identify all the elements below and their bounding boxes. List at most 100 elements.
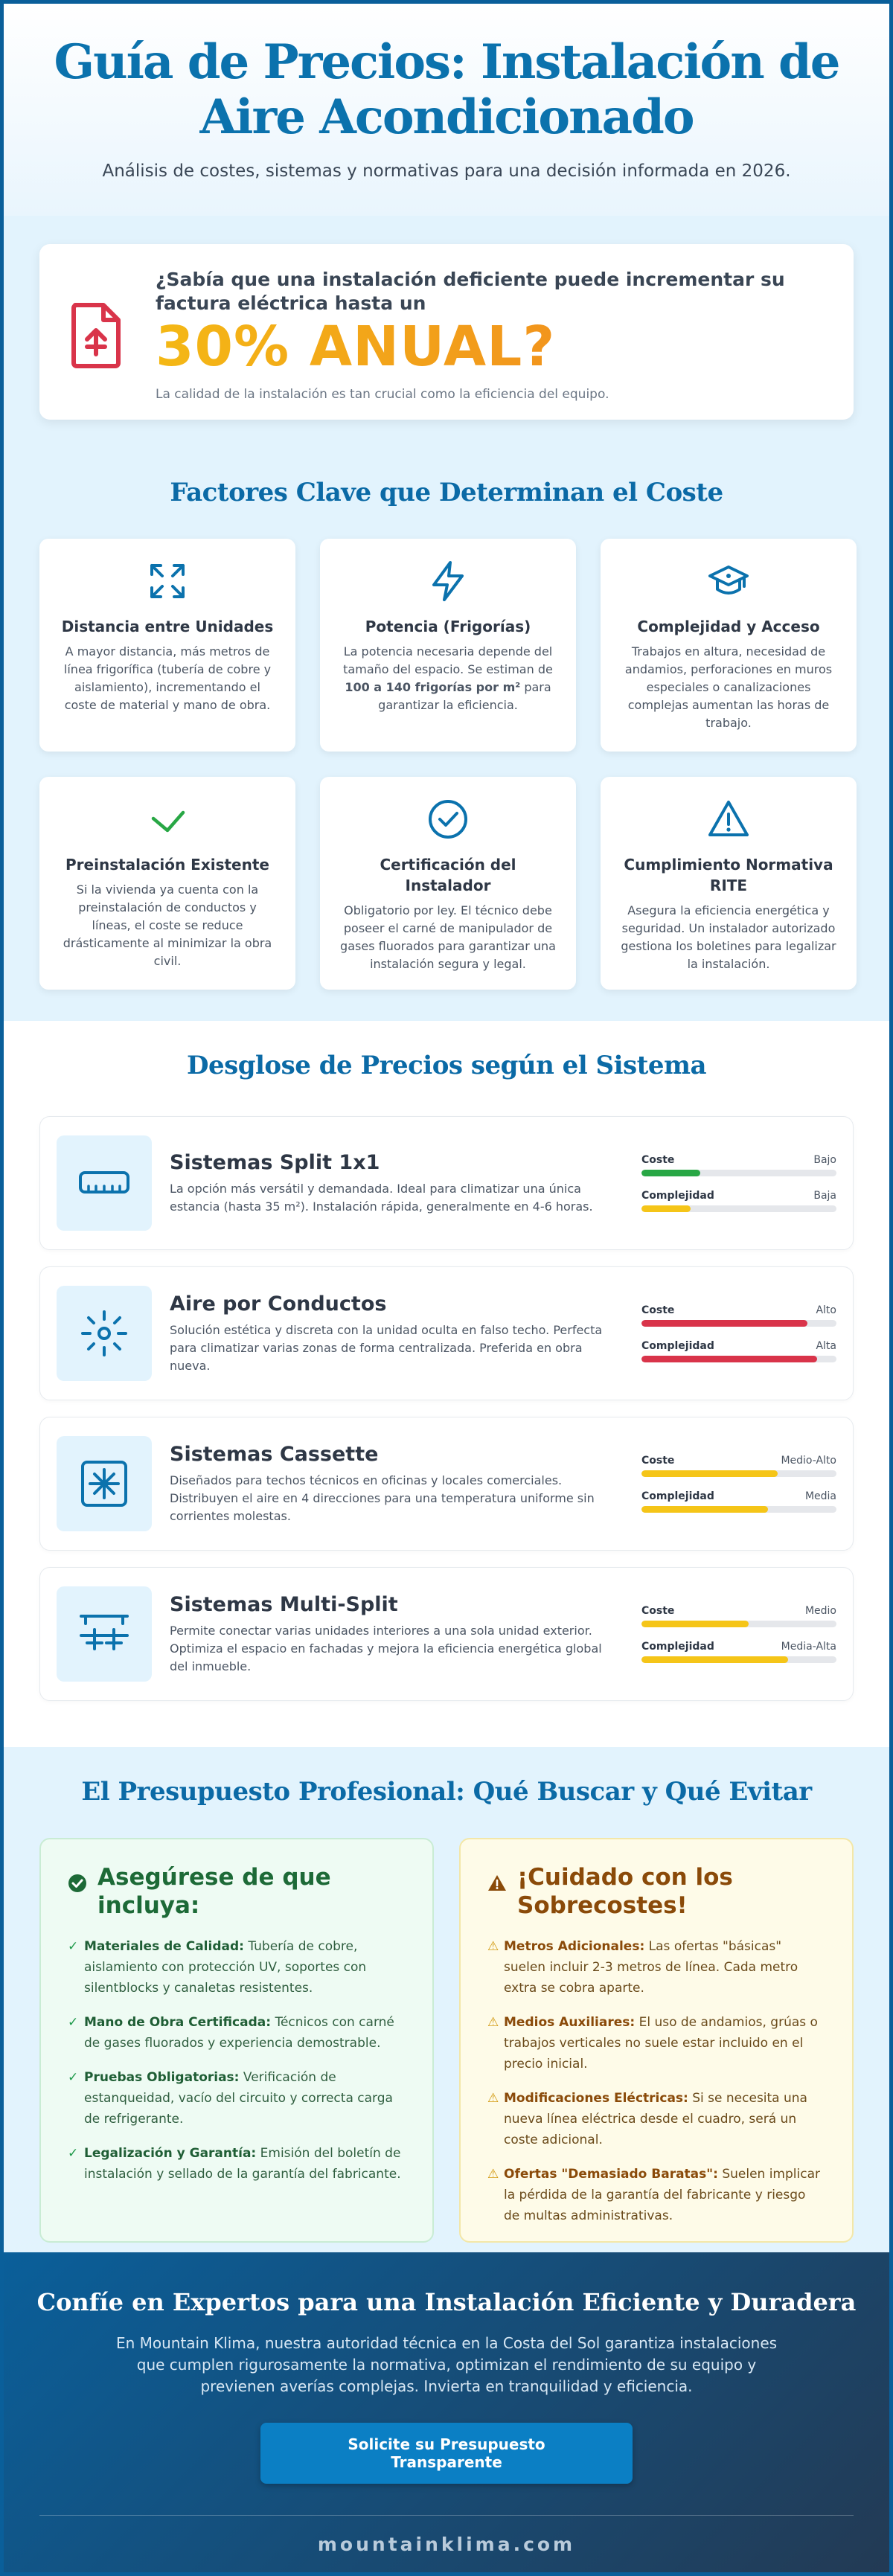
system-icon-box bbox=[57, 1286, 152, 1381]
complexity-track bbox=[641, 1205, 836, 1212]
list-item-bold: Pruebas Obligatorias: bbox=[84, 2070, 240, 2085]
cost-meter: Coste Alto bbox=[641, 1304, 836, 1327]
footer-title: Confíe en Expertos para una Instalación … bbox=[36, 2288, 857, 2316]
factor-card-distance: Distancia entre Unidades A mayor distanc… bbox=[39, 539, 295, 752]
complexity-value: Alta bbox=[816, 1340, 836, 1352]
check-icon: ✓ bbox=[68, 1939, 79, 1954]
list-item-bold: Medios Auxiliares: bbox=[504, 2015, 636, 2030]
cost-meter: Coste Medio bbox=[641, 1605, 836, 1627]
list-item: ✓ Materiales de Calidad: Tubería de cobre… bbox=[68, 1936, 406, 1999]
include-list: ✓ Materiales de Calidad: Tubería de cobre… bbox=[68, 1936, 406, 2185]
complexity-value: Baja bbox=[813, 1190, 836, 1202]
avoid-title: ¡Cuidado con los Sobrecostes! bbox=[517, 1864, 733, 1919]
cost-value: Bajo bbox=[813, 1154, 836, 1166]
list-item-bold: Materiales de Calidad: bbox=[84, 1939, 244, 1954]
list-item-bold: Legalización y Garantía: bbox=[84, 2146, 257, 2161]
factor-text-part: para garantizar la eficiencia. bbox=[378, 680, 551, 712]
systems-section: Desglose de Precios según el Sistema Sis… bbox=[4, 1021, 889, 1747]
factor-text: Trabajos en altura, necesidad de andamio… bbox=[624, 644, 833, 730]
system-name: Sistemas Cassette bbox=[170, 1442, 379, 1466]
system-body: Sistemas Split 1x1 La opción más versáti… bbox=[170, 1151, 616, 1216]
cost-meter: Coste Medio-Alto bbox=[641, 1455, 836, 1477]
stat-note: La calidad de la instalación es tan cruc… bbox=[156, 387, 609, 402]
footer-text: En Mountain Klima, nuestra autoridad téc… bbox=[115, 2334, 778, 2395]
cost-fill bbox=[641, 1320, 807, 1327]
factor-card-preinstall: Preinstalación Existente Si la vivienda … bbox=[39, 777, 295, 990]
factor-text: Asegura la eficiencia energética y segur… bbox=[621, 903, 836, 971]
list-item: ✓ Mano de Obra Certificada: Técnicos con … bbox=[68, 2012, 406, 2054]
cost-fill bbox=[641, 1170, 700, 1176]
list-item: ⚠ Metros Adicionales: Las ofertas "básica… bbox=[487, 1936, 825, 1999]
cost-label: Coste bbox=[641, 1154, 675, 1166]
cost-meter: Coste Bajo bbox=[641, 1154, 836, 1176]
warning-triangle-icon bbox=[708, 801, 749, 836]
system-card-multisplit: Sistemas Multi-Split Permite conectar va… bbox=[39, 1567, 854, 1701]
factor-title: Potencia (Frigorías) bbox=[365, 618, 531, 635]
list-item-body: Técnicos con carné de gases fluorados y … bbox=[84, 2015, 394, 2051]
complexity-fill bbox=[641, 1205, 691, 1212]
cost-track bbox=[641, 1470, 836, 1477]
system-icon-box bbox=[57, 1135, 152, 1231]
complexity-meter: Complejidad Baja bbox=[641, 1190, 836, 1212]
system-name: Sistemas Split 1x1 bbox=[170, 1150, 380, 1174]
system-name: Sistemas Multi-Split bbox=[170, 1592, 398, 1616]
factor-card-rite: Cumplimiento Normativa RITE Asegura la e… bbox=[601, 777, 857, 990]
list-item-body: Si se necesita una nueva línea eléctrica… bbox=[504, 2091, 807, 2147]
cost-track bbox=[641, 1621, 836, 1627]
cost-fill bbox=[641, 1621, 749, 1627]
stat-card: ¿Sabía que una instalación deficiente pu… bbox=[39, 244, 854, 420]
avoid-header: ¡Cuidado con los Sobrecostes! bbox=[487, 1863, 825, 1920]
budget-columns: Asegúrese de que incluya: ✓ Materiales de… bbox=[39, 1838, 854, 2243]
list-item-text: Ofertas "Demasiado Baratas": Suelen impl… bbox=[504, 2164, 825, 2226]
stat-highlight: 30% ANUAL? bbox=[156, 315, 824, 378]
complexity-fill bbox=[641, 1506, 769, 1513]
system-meters: Coste Bajo Complejidad Baja bbox=[641, 1154, 836, 1212]
expand-arrows-icon bbox=[150, 564, 185, 598]
factor-title: Complejidad y Acceso bbox=[637, 618, 820, 635]
complexity-fill bbox=[641, 1656, 788, 1663]
list-item-body: Verificación de estanqueidad, vacío del … bbox=[84, 2070, 393, 2127]
stat-and-factors-section: ¿Sabía que una instalación deficiente pu… bbox=[4, 216, 889, 1021]
factor-text-part: La potencia necesaria depende del tamaño… bbox=[343, 644, 553, 676]
factor-card-complexity: Complejidad y Acceso Trabajos en altura,… bbox=[601, 539, 857, 752]
stat-question: ¿Sabía que una instalación deficiente pu… bbox=[156, 269, 785, 314]
list-item-text: Medios Auxiliares: El uso de andamios, g… bbox=[504, 2012, 825, 2074]
list-item: ✓ Pruebas Obligatorias: Verificación de e… bbox=[68, 2067, 406, 2130]
warning-icon: ⚠ bbox=[487, 2167, 499, 2182]
factor-text: La potencia necesaria depende del tamaño… bbox=[338, 643, 558, 714]
budget-section: El Presupuesto Profesional: Qué Buscar y… bbox=[4, 1747, 889, 2283]
complexity-label: Complejidad bbox=[641, 1641, 714, 1653]
system-meters: Coste Medio Complejidad Media-Alta bbox=[641, 1605, 836, 1663]
graduation-cap-icon bbox=[708, 565, 749, 595]
cost-value: Medio-Alto bbox=[781, 1455, 836, 1467]
list-item: ⚠ Modificaciones Eléctricas: Si se necesi… bbox=[487, 2088, 825, 2150]
list-item-body: Tubería de cobre, aislamiento con protec… bbox=[84, 1939, 367, 1996]
system-body: Aire por Conductos Solución estética y d… bbox=[170, 1292, 616, 1375]
list-item: ⚠ Ofertas "Demasiado Baratas": Suelen imp… bbox=[487, 2164, 825, 2226]
ducted-air-icon bbox=[81, 1310, 127, 1356]
cost-track bbox=[641, 1320, 836, 1327]
list-item: ⚠ Medios Auxiliares: El uso de andamios, … bbox=[487, 2012, 825, 2074]
cost-fill bbox=[641, 1470, 778, 1477]
budget-title: El Presupuesto Profesional: Qué Buscar y… bbox=[81, 1777, 812, 1807]
document-upload-icon bbox=[71, 303, 121, 368]
warning-icon: ⚠ bbox=[487, 2091, 499, 2106]
cost-track bbox=[641, 1170, 836, 1176]
list-item-bold: Mano de Obra Certificada: bbox=[84, 2015, 272, 2030]
factor-text-bold: 100 a 140 frigorías por m² bbox=[345, 680, 521, 694]
list-item-bold: Modificaciones Eléctricas: bbox=[504, 2091, 688, 2106]
complexity-meter: Complejidad Media bbox=[641, 1490, 836, 1513]
split-unit-icon bbox=[79, 1171, 129, 1194]
site-domain-link[interactable]: mountainklima.com bbox=[317, 2534, 576, 2555]
list-item-bold: Ofertas "Demasiado Baratas": bbox=[504, 2167, 718, 2182]
check-circle-icon bbox=[68, 1874, 86, 1892]
multi-split-icon bbox=[80, 1615, 129, 1650]
complexity-label: Complejidad bbox=[641, 1340, 714, 1352]
complexity-fill bbox=[641, 1356, 817, 1362]
avoid-list: ⚠ Metros Adicionales: Las ofertas "básica… bbox=[487, 1936, 825, 2226]
factor-title: Distancia entre Unidades bbox=[61, 618, 274, 635]
system-meters: Coste Alto Complejidad Alta bbox=[641, 1304, 836, 1362]
system-name: Aire por Conductos bbox=[170, 1292, 387, 1316]
request-quote-button[interactable]: Solicite su Presupuesto Transparente bbox=[260, 2423, 633, 2484]
factor-text: Si la vivienda ya cuenta con la preinsta… bbox=[63, 882, 272, 968]
